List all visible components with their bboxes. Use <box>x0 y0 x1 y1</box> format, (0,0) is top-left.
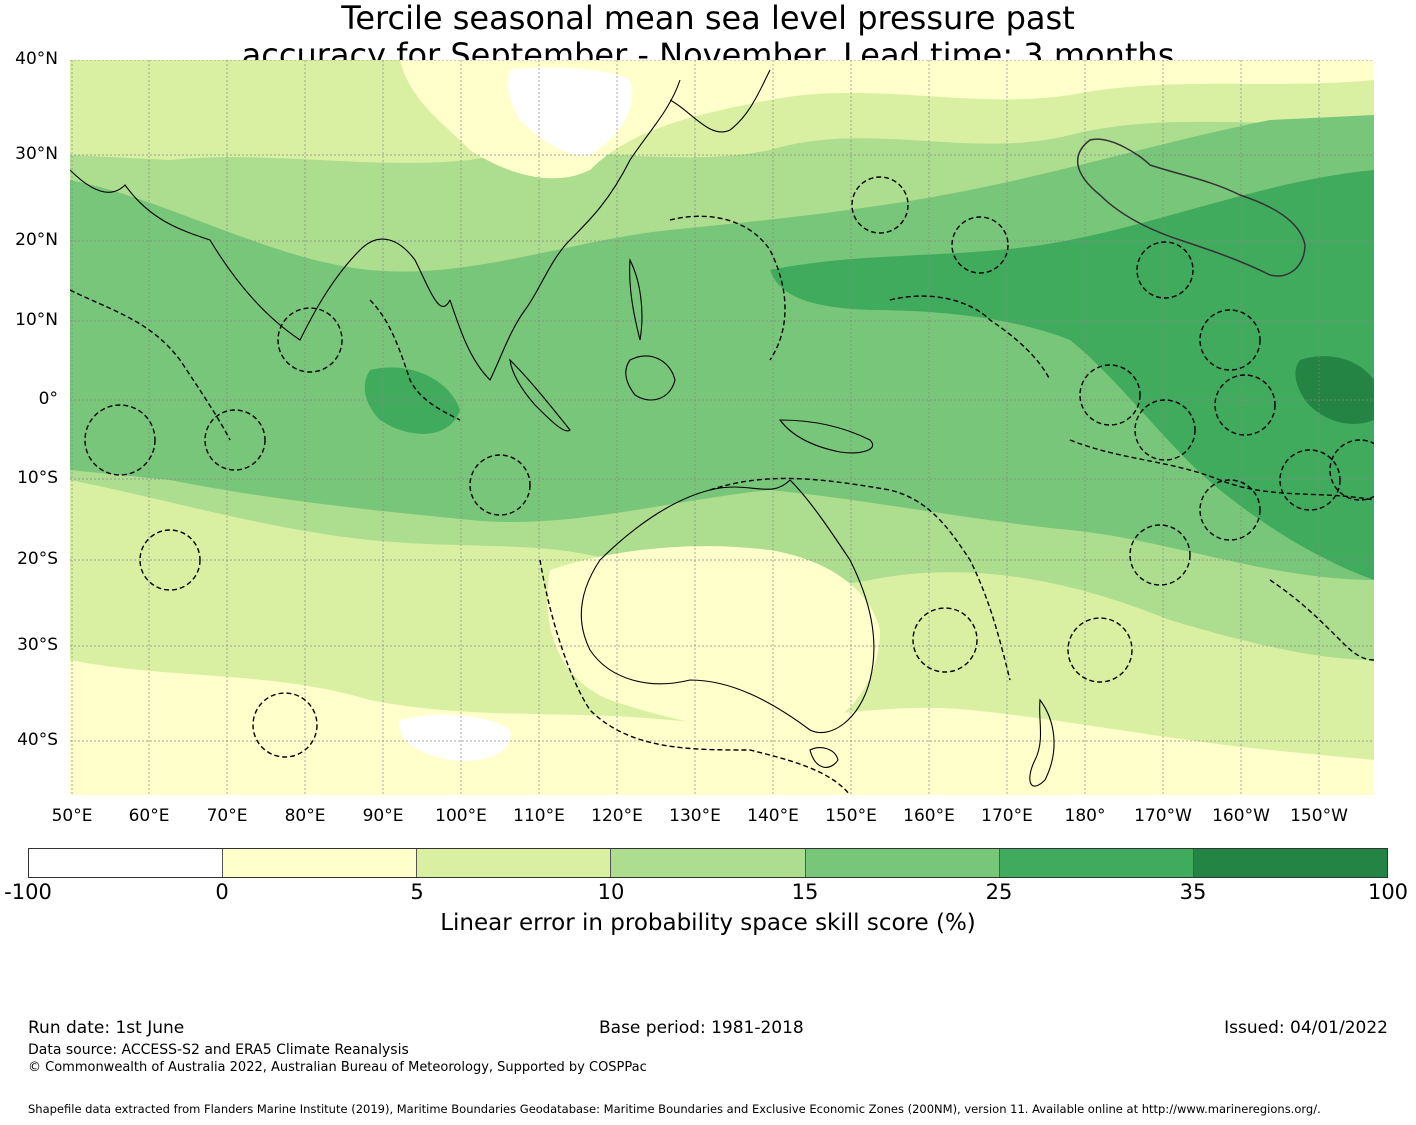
lon-label-140e: 140°E <box>747 806 799 826</box>
coast-borneo <box>625 355 676 401</box>
lon-label-160e: 160°E <box>903 806 955 826</box>
issued-date: Issued: 04/01/2022 <box>1224 1018 1388 1038</box>
coast-arabia-india <box>70 169 451 341</box>
lon-label-180: 180° <box>1064 806 1106 826</box>
coast-japan <box>669 69 771 133</box>
lat-label-0: 0° <box>38 389 58 409</box>
run-date: Run date: 1st June <box>28 1018 185 1038</box>
colorbar-tick-label: 35 <box>1179 880 1207 904</box>
colorbar-segment-4 <box>611 849 806 877</box>
region-south-white <box>399 714 511 761</box>
colorbar-tick-label: 15 <box>791 880 819 904</box>
lon-label-90e: 90°E <box>362 806 404 826</box>
colorbar-segment-3 <box>417 849 612 877</box>
coastlines <box>70 69 1055 787</box>
lon-label-80e: 80°E <box>284 806 326 826</box>
colorbar-tick-label: 5 <box>410 880 424 904</box>
colorbar-tick-label: -100 <box>4 880 52 904</box>
shapefile-credit: Shapefile data extracted from Flanders M… <box>28 1102 1321 1116</box>
lat-label-10n: 10°N <box>15 310 58 330</box>
lon-label-170e: 170°E <box>981 806 1033 826</box>
lon-label-110e: 110°E <box>513 806 565 826</box>
lat-label-40n: 40°N <box>15 49 58 69</box>
eez-boundaries <box>70 176 1374 795</box>
coast-new-zealand <box>1029 698 1055 787</box>
lon-label-60e: 60°E <box>128 806 170 826</box>
lon-label-170w: 170°W <box>1134 806 1192 826</box>
region-east-darkest <box>1295 356 1374 424</box>
colorbar-segment-7 <box>1193 849 1387 877</box>
colorbar-tick-label: 0 <box>215 880 229 904</box>
region-tropics-mid <box>70 115 1374 580</box>
colorbar-segment-6 <box>999 849 1194 877</box>
colorbar-segment-1 <box>29 849 224 877</box>
lon-label-120e: 120°E <box>591 806 643 826</box>
skill-score-map <box>70 60 1374 795</box>
lon-label-130e: 130°E <box>669 806 721 826</box>
region-north-pale <box>400 60 1374 179</box>
region-aus-pale <box>547 546 880 733</box>
hawaii-boundary <box>1076 138 1306 277</box>
coast-indochina <box>449 79 681 381</box>
colorbar-tick-label: 100 <box>1367 880 1409 904</box>
lon-label-70e: 70°E <box>206 806 248 826</box>
lat-label-30s: 30°S <box>17 635 58 655</box>
lon-label-160w: 160°W <box>1212 806 1270 826</box>
lon-label-150e: 150°E <box>825 806 877 826</box>
data-source: Data source: ACCESS-S2 and ERA5 Climate … <box>28 1042 409 1058</box>
lon-label-150w: 150°W <box>1290 806 1348 826</box>
colorbar-segment-2 <box>223 849 418 877</box>
coast-new-guinea <box>778 419 873 454</box>
lat-label-10s: 10°S <box>17 468 58 488</box>
lat-label-30n: 30°N <box>15 144 58 164</box>
coast-tasmania <box>809 747 839 768</box>
map-title-line-1: Tercile seasonal mean sea level pressure… <box>341 0 1075 37</box>
colorbar-tick-label: 10 <box>597 880 625 904</box>
lat-label-40s: 40°S <box>17 730 58 750</box>
coast-sumatra <box>509 358 571 432</box>
region-indian-strong <box>364 367 460 434</box>
base-period: Base period: 1981-2018 <box>599 1018 804 1038</box>
lat-label-20s: 20°S <box>17 549 58 569</box>
colorbar-segment-5 <box>805 849 1000 877</box>
lon-label-50e: 50°E <box>51 806 93 826</box>
lat-label-20n: 20°N <box>15 230 58 250</box>
colorbar-tick-label: 25 <box>985 880 1013 904</box>
colorbar <box>28 848 1388 878</box>
region-pacific-strong <box>770 170 1374 580</box>
colorbar-title: Linear error in probability space skill … <box>440 910 976 936</box>
lon-label-100e: 100°E <box>435 806 487 826</box>
coast-philippines <box>629 257 643 341</box>
copyright: © Commonwealth of Australia 2022, Austra… <box>28 1060 647 1075</box>
coast-australia <box>580 479 875 734</box>
